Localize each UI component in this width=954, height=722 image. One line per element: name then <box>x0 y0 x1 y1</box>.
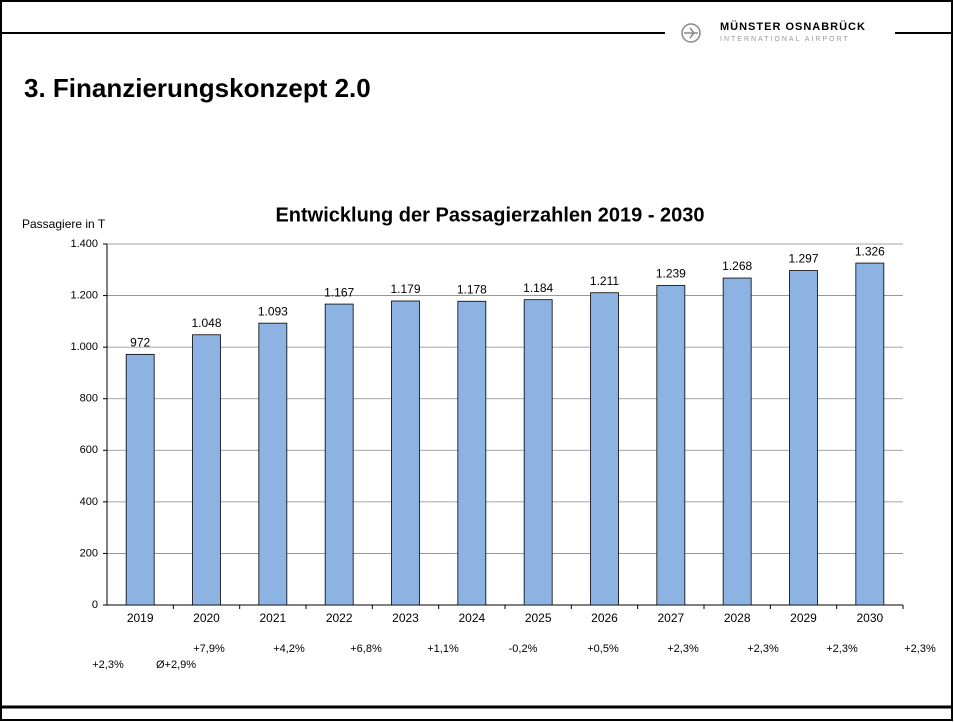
value-label: 1.211 <box>590 274 619 288</box>
y-tick-label: 1.200 <box>70 289 98 301</box>
x-tick-label: 2029 <box>790 611 817 625</box>
growth-annotation: +2,3% <box>667 643 699 655</box>
x-tick-label: 2022 <box>326 611 353 625</box>
y-tick-label: 0 <box>92 599 98 611</box>
y-tick-label: 600 <box>80 444 98 456</box>
growth-annotation: +2,3% <box>826 643 858 655</box>
x-tick-label: 2021 <box>259 611 286 625</box>
value-label: 1.326 <box>855 244 885 258</box>
x-tick-label: 2030 <box>856 611 883 625</box>
logo-icon <box>681 23 701 43</box>
bar <box>523 299 553 606</box>
value-label: 1.184 <box>523 281 553 295</box>
y-axis-label: Passagiere in T <box>22 217 106 231</box>
bar <box>457 300 487 606</box>
bar <box>258 322 288 606</box>
x-tick-label: 2024 <box>458 611 485 625</box>
bar <box>656 285 686 606</box>
bar <box>324 303 354 606</box>
growth-annotation: Ø+2,9% <box>156 659 196 671</box>
bar <box>855 262 885 606</box>
x-tick-label: 2027 <box>657 611 684 625</box>
value-label: 1.268 <box>722 259 752 273</box>
value-label: 1.297 <box>788 252 818 266</box>
y-tick-label: 800 <box>80 393 98 405</box>
x-tick-label: 2020 <box>193 611 220 625</box>
x-tick-label: 2028 <box>724 611 751 625</box>
x-tick-label: 2026 <box>591 611 618 625</box>
bar <box>590 292 619 606</box>
growth-annotation: +1,1% <box>427 643 459 655</box>
growth-annotation: +4,2% <box>273 643 305 655</box>
x-tick-label: 2025 <box>525 611 552 625</box>
y-tick-label: 200 <box>80 547 98 559</box>
bar <box>125 353 155 606</box>
growth-annotation: +2,3% <box>747 643 779 655</box>
value-label: 1.178 <box>457 282 487 296</box>
growth-annotation: +0,5% <box>587 643 619 655</box>
x-tick-label: 2019 <box>127 611 154 625</box>
x-tick-label: 2023 <box>392 611 419 625</box>
bar <box>789 270 818 606</box>
growth-annotation: +2,3% <box>904 643 936 655</box>
value-label: 1.239 <box>656 267 686 281</box>
growth-annotation: +6,8% <box>350 643 382 655</box>
y-tick-label: 1.000 <box>70 341 98 353</box>
value-label: 1.093 <box>258 304 288 318</box>
logo-name: MÜNSTER OSNABRÜCK <box>720 20 866 33</box>
slide-title: 3. Finanzierungskonzept 2.0 <box>24 73 371 103</box>
chart-title: Entwicklung der Passagierzahlen 2019 - 2… <box>275 204 704 226</box>
y-tick-label: 1.400 <box>70 238 98 250</box>
value-label: 1.167 <box>324 285 354 299</box>
value-label: 972 <box>130 336 150 350</box>
value-label: 1.179 <box>390 282 420 296</box>
growth-annotation: +7,9% <box>193 643 225 655</box>
logo-subtitle: INTERNATIONAL AIRPORT <box>720 36 850 43</box>
bar <box>391 300 420 606</box>
value-label: 1.048 <box>191 316 221 330</box>
bar <box>722 277 752 606</box>
bar <box>192 334 221 606</box>
y-tick-label: 400 <box>80 496 98 508</box>
growth-annotation: -0,2% <box>509 643 538 655</box>
growth-annotation: +2,3% <box>92 659 124 671</box>
